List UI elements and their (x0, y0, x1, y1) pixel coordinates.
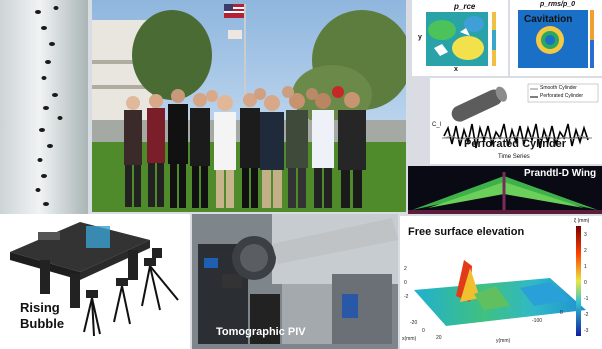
bubble-tank-panel (0, 0, 88, 214)
z-axis-ticks: 2 0 -2 (404, 262, 414, 312)
colorbar-tick: 0 (584, 280, 587, 286)
perforated-cylinder-image (442, 83, 599, 149)
cavitation-title: Cavitation (524, 14, 573, 25)
z-tick: -2 (404, 294, 409, 300)
perforated-cylinder-title: Perforated Cylinder (464, 138, 567, 150)
group-photo-panel (92, 0, 406, 212)
colorbar-tick: 2 (584, 248, 587, 254)
prce-y-label: y (418, 34, 422, 41)
y-tick: -100 (532, 318, 543, 324)
colorbar-title: ξ (mm) (574, 218, 590, 224)
rising-bubble-panel: Rising Bubble (0, 214, 190, 349)
colorbar-ticks: 3 2 1 0 -1 -2 -3 (584, 226, 602, 336)
prce-contour-panel: p_rce y x (412, 0, 508, 76)
prce-contour-image (426, 12, 496, 66)
y-axis-label: y(mm) (496, 338, 511, 344)
x-axis-label: x(mm) (402, 336, 417, 342)
y-axis-ticks: 0 -100 (530, 310, 570, 330)
z-tick: 0 (404, 280, 407, 286)
colorbar-tick: -2 (584, 312, 589, 318)
tomographic-piv-title: Tomographic PIV (216, 326, 306, 338)
group-photo-image (92, 4, 406, 212)
prce-header: p_rce (454, 2, 476, 11)
x-tick: 20 (436, 335, 442, 341)
prce-x-label: x (454, 66, 458, 73)
time-series-label: Time Series (498, 154, 530, 160)
free-surface-plot (414, 226, 586, 336)
y-tick: 0 (560, 310, 563, 316)
prandtl-wing-panel: Prandtl-D Wing (408, 166, 602, 214)
bubble-trajectory-image (35, 6, 63, 206)
colorbar-tick: -1 (584, 296, 589, 302)
x-tick: 0 (422, 328, 425, 334)
x-axis-ticks: -20 0 20 (410, 320, 470, 342)
x-tick: -20 (410, 320, 418, 326)
cavitation-panel: p_rms/p_0 Cavitation (510, 0, 602, 76)
legend-perforated: Perforated Cylinder (540, 93, 584, 99)
colorbar-tick: 1 (584, 264, 587, 270)
free-surface-title: Free surface elevation (408, 226, 525, 238)
legend-smooth: Smooth Cylinder (540, 85, 577, 91)
rising-bubble-title-line1: Rising (20, 300, 60, 315)
perforated-cylinder-panel: Smooth Cylinder Perforated Cylinder C_l … (430, 78, 602, 164)
colorbar-tick: -3 (584, 328, 589, 334)
prandtl-wing-title: Prandtl-D Wing (524, 168, 597, 179)
cl-axis-label: C_l (432, 122, 442, 128)
tomographic-piv-image (192, 214, 398, 349)
tomographic-piv-panel: Tomographic PIV (192, 214, 398, 349)
z-tick: 2 (404, 266, 407, 272)
cavitation-header: p_rms/p_0 (540, 1, 576, 8)
cavitation-image (518, 10, 594, 68)
rising-bubble-title-line2: Bubble (20, 316, 65, 331)
rising-bubble-rig-image (10, 222, 179, 337)
prandtl-wing-image (408, 172, 602, 214)
free-surface-panel: Free surface elevation ξ (mm) 3 2 1 0 -1… (400, 216, 602, 349)
colorbar-tick: 3 (584, 232, 587, 238)
